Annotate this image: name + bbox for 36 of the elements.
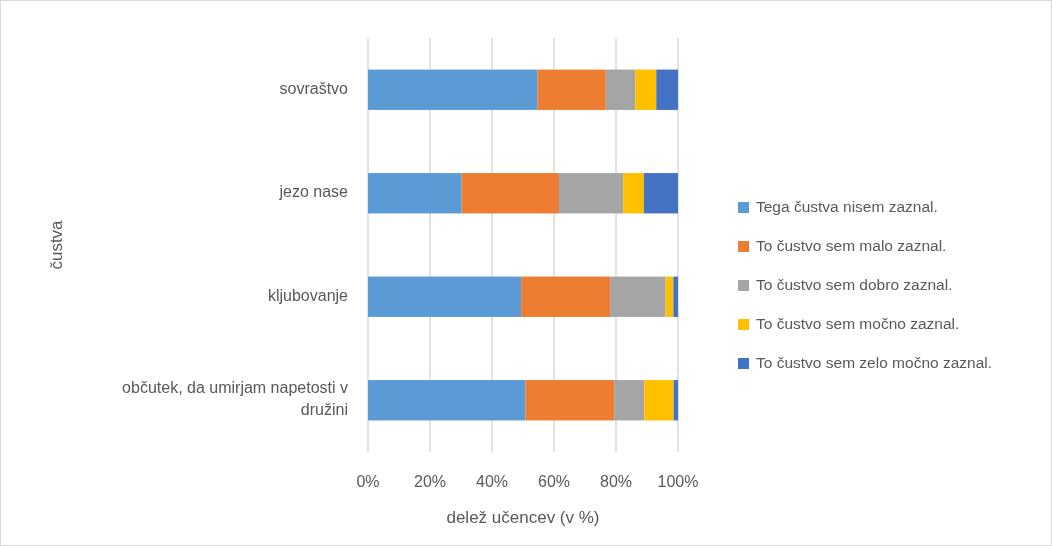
bar bbox=[673, 380, 678, 421]
bar bbox=[461, 173, 559, 214]
bar bbox=[623, 173, 644, 214]
bar bbox=[368, 69, 538, 110]
bar bbox=[644, 380, 674, 421]
bar bbox=[643, 173, 678, 214]
bar bbox=[368, 380, 526, 421]
bar bbox=[368, 276, 522, 317]
bar bbox=[525, 380, 615, 421]
x-tick-label: 80% bbox=[599, 473, 633, 490]
y-tick-label: kljubovanje bbox=[267, 286, 349, 304]
bar bbox=[610, 276, 666, 317]
bar bbox=[558, 173, 624, 214]
y-axis-title: čustva bbox=[47, 219, 66, 270]
legend-label: To čustvo sem malo zaznal. bbox=[756, 237, 947, 255]
x-tick-label: 20% bbox=[413, 473, 447, 490]
bar bbox=[537, 69, 606, 110]
bar bbox=[635, 69, 657, 110]
x-tick-label: 40% bbox=[475, 473, 509, 490]
x-axis-title: delež učencev (v %) bbox=[446, 508, 600, 527]
x-tick-label: 60% bbox=[537, 473, 571, 490]
bar bbox=[614, 380, 645, 421]
bar bbox=[656, 69, 678, 110]
x-tick-label: 0% bbox=[356, 473, 380, 490]
y-tick-label: sovraštvo bbox=[279, 79, 349, 97]
legend-label: To čustvo sem močno zaznal. bbox=[756, 315, 960, 333]
bar bbox=[521, 276, 611, 317]
legend-label: To čustvo sem zelo močno zaznal. bbox=[756, 354, 993, 372]
legend-label: Tega čustva nisem zaznal. bbox=[756, 198, 938, 216]
bar bbox=[368, 173, 462, 214]
x-tick-label: 100% bbox=[657, 473, 699, 490]
bar bbox=[605, 69, 636, 110]
bar bbox=[673, 276, 678, 317]
y-tick-label: občutek, da umirjam napetosti v družini bbox=[122, 379, 348, 419]
legend-label: To čustvo sem dobro zaznal. bbox=[756, 276, 953, 294]
y-tick-label: jezo nase bbox=[278, 183, 349, 201]
